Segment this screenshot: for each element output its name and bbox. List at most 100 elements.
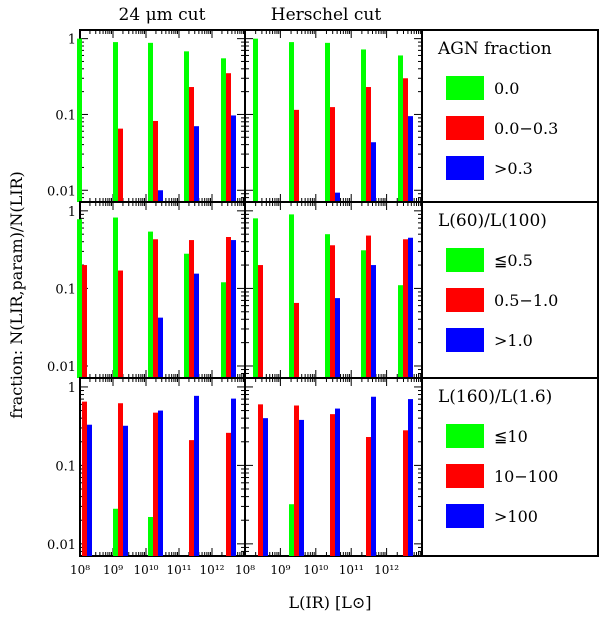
bar-blue-bin4 xyxy=(408,116,413,202)
bar-blue-bin0 xyxy=(87,424,92,556)
bar-red-bin2 xyxy=(330,107,335,202)
legend-label: 10−100 xyxy=(494,467,558,486)
bar-green-bin2 xyxy=(325,234,330,378)
bar-red-bin0 xyxy=(258,404,263,556)
bar-blue-bin1 xyxy=(299,419,304,556)
legends-layer: AGN fraction 0.0 0.0−0.3 >0.3 L(60)/L(100) ≦0… xyxy=(421,29,599,557)
bar-blue-bin2 xyxy=(335,192,340,202)
bar-blue-bin2 xyxy=(158,190,163,202)
y-tick-label: 0.1 xyxy=(55,459,76,474)
bar-red-bin1 xyxy=(118,403,123,556)
panel-0: 1 0.1 0.01 xyxy=(47,29,246,203)
bar-green-bin0 xyxy=(253,38,258,202)
bar-blue-bin3 xyxy=(371,142,376,202)
x-tick-label: 10¹² xyxy=(374,563,399,577)
legend-title: L(60)/L(100) xyxy=(438,211,547,231)
bar-red-bin3 xyxy=(366,235,371,378)
y-tick-label: 0.1 xyxy=(55,108,76,123)
bar-blue-bin0 xyxy=(263,418,268,556)
y-tick-label: 0.1 xyxy=(55,282,76,297)
bar-green-bin4 xyxy=(221,58,226,203)
bar-green-bin3 xyxy=(184,253,189,378)
bar-green-bin1 xyxy=(289,42,294,202)
legend-1: L(60)/L(100) ≦0.5 0.5−1.0 >1.0 xyxy=(421,201,599,379)
x-tick-label: 10¹¹ xyxy=(339,563,364,577)
legend-label: 0.0 xyxy=(494,79,519,98)
panel-3 xyxy=(244,201,423,379)
legend-0: AGN fraction 0.0 0.0−0.3 >0.3 xyxy=(421,29,599,203)
x-tick-label: 10⁸ xyxy=(235,563,255,577)
bar-red-bin2 xyxy=(153,412,158,556)
bar-green-bin2 xyxy=(148,42,153,202)
bar-blue-bin4 xyxy=(408,399,413,556)
x-tick-label: 10¹⁰ xyxy=(303,563,328,577)
bar-green-bin0 xyxy=(253,218,258,378)
bar-blue-bin2 xyxy=(158,317,163,378)
panel-5: 10⁸ 10⁹ 10¹⁰ 10¹¹ 10¹² xyxy=(235,377,423,577)
legend-title: AGN fraction xyxy=(437,39,552,59)
bar-red-bin0 xyxy=(82,265,87,378)
bar-green-bin3 xyxy=(361,250,366,378)
bar-red-bin3 xyxy=(189,440,194,556)
panel-1 xyxy=(244,29,423,203)
bar-red-bin0 xyxy=(258,265,263,378)
bar-red-bin2 xyxy=(153,239,158,378)
y-tick-label: 0.01 xyxy=(47,538,76,553)
legend-2: L(160)/L(1.6) ≦10 10−100 >100 xyxy=(421,377,599,557)
bar-red-bin1 xyxy=(118,128,123,202)
y-tick-label: 1 xyxy=(68,33,76,48)
y-tick-label: 1 xyxy=(68,205,76,220)
legend-label: ≦10 xyxy=(494,427,528,446)
bar-red-bin2 xyxy=(330,414,335,556)
y-tick-label: 0.01 xyxy=(47,360,76,375)
bar-red-bin4 xyxy=(226,236,231,378)
bar-green-bin4 xyxy=(398,285,403,378)
bar-blue-bin3 xyxy=(371,265,376,378)
legend-swatch-red xyxy=(446,464,484,488)
bar-red-bin3 xyxy=(366,87,371,202)
bar-red-bin1 xyxy=(294,302,299,378)
bar-red-bin1 xyxy=(294,405,299,556)
bar-blue-bin3 xyxy=(194,126,199,202)
bar-red-bin4 xyxy=(403,430,408,556)
legend-label: 0.0−0.3 xyxy=(494,119,558,138)
legend-swatch-green xyxy=(446,248,484,272)
bar-blue-bin2 xyxy=(335,408,340,556)
bar-blue-bin1 xyxy=(123,425,128,556)
legend-label: ≦0.5 xyxy=(494,251,533,270)
legend-frame xyxy=(421,377,599,557)
legend-swatch-red xyxy=(446,288,484,312)
y-tick-label: 1 xyxy=(68,381,76,396)
bar-blue-bin2 xyxy=(335,298,340,378)
bar-red-bin2 xyxy=(330,245,335,378)
x-tick-label: 10¹² xyxy=(200,563,225,577)
y-tick-label: 0.01 xyxy=(47,184,76,199)
panel-4: 1 0.1 0.01 10⁸ 10⁹ 10¹⁰ 10¹¹ 10¹² xyxy=(47,377,246,577)
x-tick-label: 10⁸ xyxy=(70,563,90,577)
bar-green-bin0 xyxy=(77,38,82,202)
x-tick-label: 10⁹ xyxy=(270,563,290,577)
bar-red-bin1 xyxy=(294,109,299,202)
panel-frame xyxy=(79,29,246,203)
bar-green-bin2 xyxy=(148,231,153,378)
bar-red-bin4 xyxy=(226,432,231,556)
legend-title: L(160)/L(1.6) xyxy=(438,387,552,407)
bar-green-bin4 xyxy=(221,282,226,378)
legend-label: 0.5−1.0 xyxy=(494,291,558,310)
legend-swatch-red xyxy=(446,116,484,140)
bar-red-bin0 xyxy=(82,401,87,556)
bar-green-bin1 xyxy=(113,508,118,556)
x-tick-label: 10⁹ xyxy=(103,563,123,577)
x-axis-label: L(IR) [L⊙] xyxy=(288,593,371,612)
legend-label: >100 xyxy=(494,507,538,526)
bar-green-bin2 xyxy=(325,42,330,202)
panel-2: 1 0.1 0.01 xyxy=(47,201,246,379)
bar-green-bin4 xyxy=(398,55,403,203)
column-title-herschel: Herschel cut xyxy=(271,5,382,25)
bar-blue-bin3 xyxy=(194,273,199,378)
bar-blue-bin2 xyxy=(158,410,163,556)
legend-label: >1.0 xyxy=(494,331,533,350)
legend-swatch-blue xyxy=(446,328,484,352)
